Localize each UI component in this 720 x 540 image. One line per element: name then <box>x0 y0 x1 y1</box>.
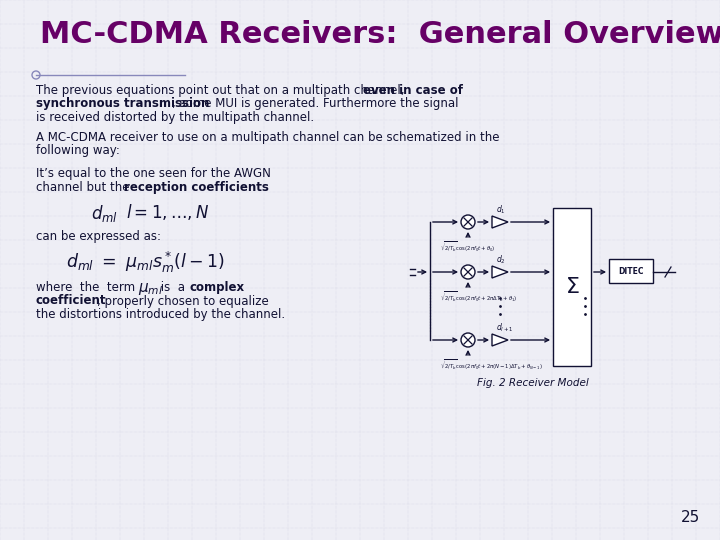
Text: , some MUI is generated. Furthermore the signal: , some MUI is generated. Furthermore the… <box>172 98 459 111</box>
Text: , properly chosen to equalize: , properly chosen to equalize <box>97 294 269 307</box>
Circle shape <box>461 333 475 347</box>
Text: $d_{l+1}$: $d_{l+1}$ <box>496 322 514 334</box>
Text: $d_{ml}\ =\ \mu_{ml}s_m^*(l-1)$: $d_{ml}\ =\ \mu_{ml}s_m^*(l-1)$ <box>66 249 225 275</box>
Circle shape <box>461 215 475 229</box>
Text: $\sqrt{2/T_b}\cos(2\pi f_0 t+2\pi(N-1)\Delta T_b+\theta_{N-1})$: $\sqrt{2/T_b}\cos(2\pi f_0 t+2\pi(N-1)\D… <box>440 359 543 372</box>
Text: $\mu_{ml}$: $\mu_{ml}$ <box>138 281 163 297</box>
Text: Fig. 2 Receiver Model: Fig. 2 Receiver Model <box>477 378 589 388</box>
Bar <box>553 208 591 366</box>
Polygon shape <box>492 216 508 228</box>
Polygon shape <box>492 266 508 278</box>
Text: is  a: is a <box>157 281 192 294</box>
Text: MC-CDMA Receivers:  General Overview: MC-CDMA Receivers: General Overview <box>40 20 720 49</box>
Text: reception coefficients: reception coefficients <box>124 181 269 194</box>
Text: It’s equal to the one seen for the AWGN: It’s equal to the one seen for the AWGN <box>36 167 271 180</box>
Circle shape <box>461 265 475 279</box>
Bar <box>609 259 653 283</box>
Text: 25: 25 <box>680 510 700 525</box>
Text: following way:: following way: <box>36 144 120 157</box>
Text: A MC-CDMA receiver to use on a multipath channel can be schematized in the: A MC-CDMA receiver to use on a multipath… <box>36 131 500 144</box>
Text: even in case of: even in case of <box>363 84 463 97</box>
Text: $d_2$: $d_2$ <box>496 254 505 267</box>
Text: can be expressed as:: can be expressed as: <box>36 230 161 243</box>
Text: $d_{ml}$: $d_{ml}$ <box>91 202 118 224</box>
Text: $d_1$: $d_1$ <box>496 204 505 217</box>
Text: $\sqrt{2/T_b}\cos(2\pi f_0 t+2\pi\Delta T_b+\theta_1)$: $\sqrt{2/T_b}\cos(2\pi f_0 t+2\pi\Delta … <box>440 291 518 305</box>
Text: The previous equations point out that on a multipath channel,: The previous equations point out that on… <box>36 84 412 97</box>
Text: where  the  term: where the term <box>36 281 143 294</box>
Text: $\Sigma$: $\Sigma$ <box>564 277 580 297</box>
Text: channel but the: channel but the <box>36 181 133 194</box>
Text: complex: complex <box>189 281 244 294</box>
Text: coefficient: coefficient <box>36 294 107 307</box>
Text: $l = 1, \ldots , N$: $l = 1, \ldots , N$ <box>126 202 210 222</box>
Text: the distortions introduced by the channel.: the distortions introduced by the channe… <box>36 308 285 321</box>
Text: synchronous transmission: synchronous transmission <box>36 98 210 111</box>
Text: DITEC: DITEC <box>618 267 644 275</box>
Text: $\sqrt{2/T_b}\cos(2\pi f_0 t+\theta_0)$: $\sqrt{2/T_b}\cos(2\pi f_0 t+\theta_0)$ <box>440 241 495 254</box>
Text: is received distorted by the multipath channel.: is received distorted by the multipath c… <box>36 111 314 124</box>
Polygon shape <box>492 334 508 346</box>
